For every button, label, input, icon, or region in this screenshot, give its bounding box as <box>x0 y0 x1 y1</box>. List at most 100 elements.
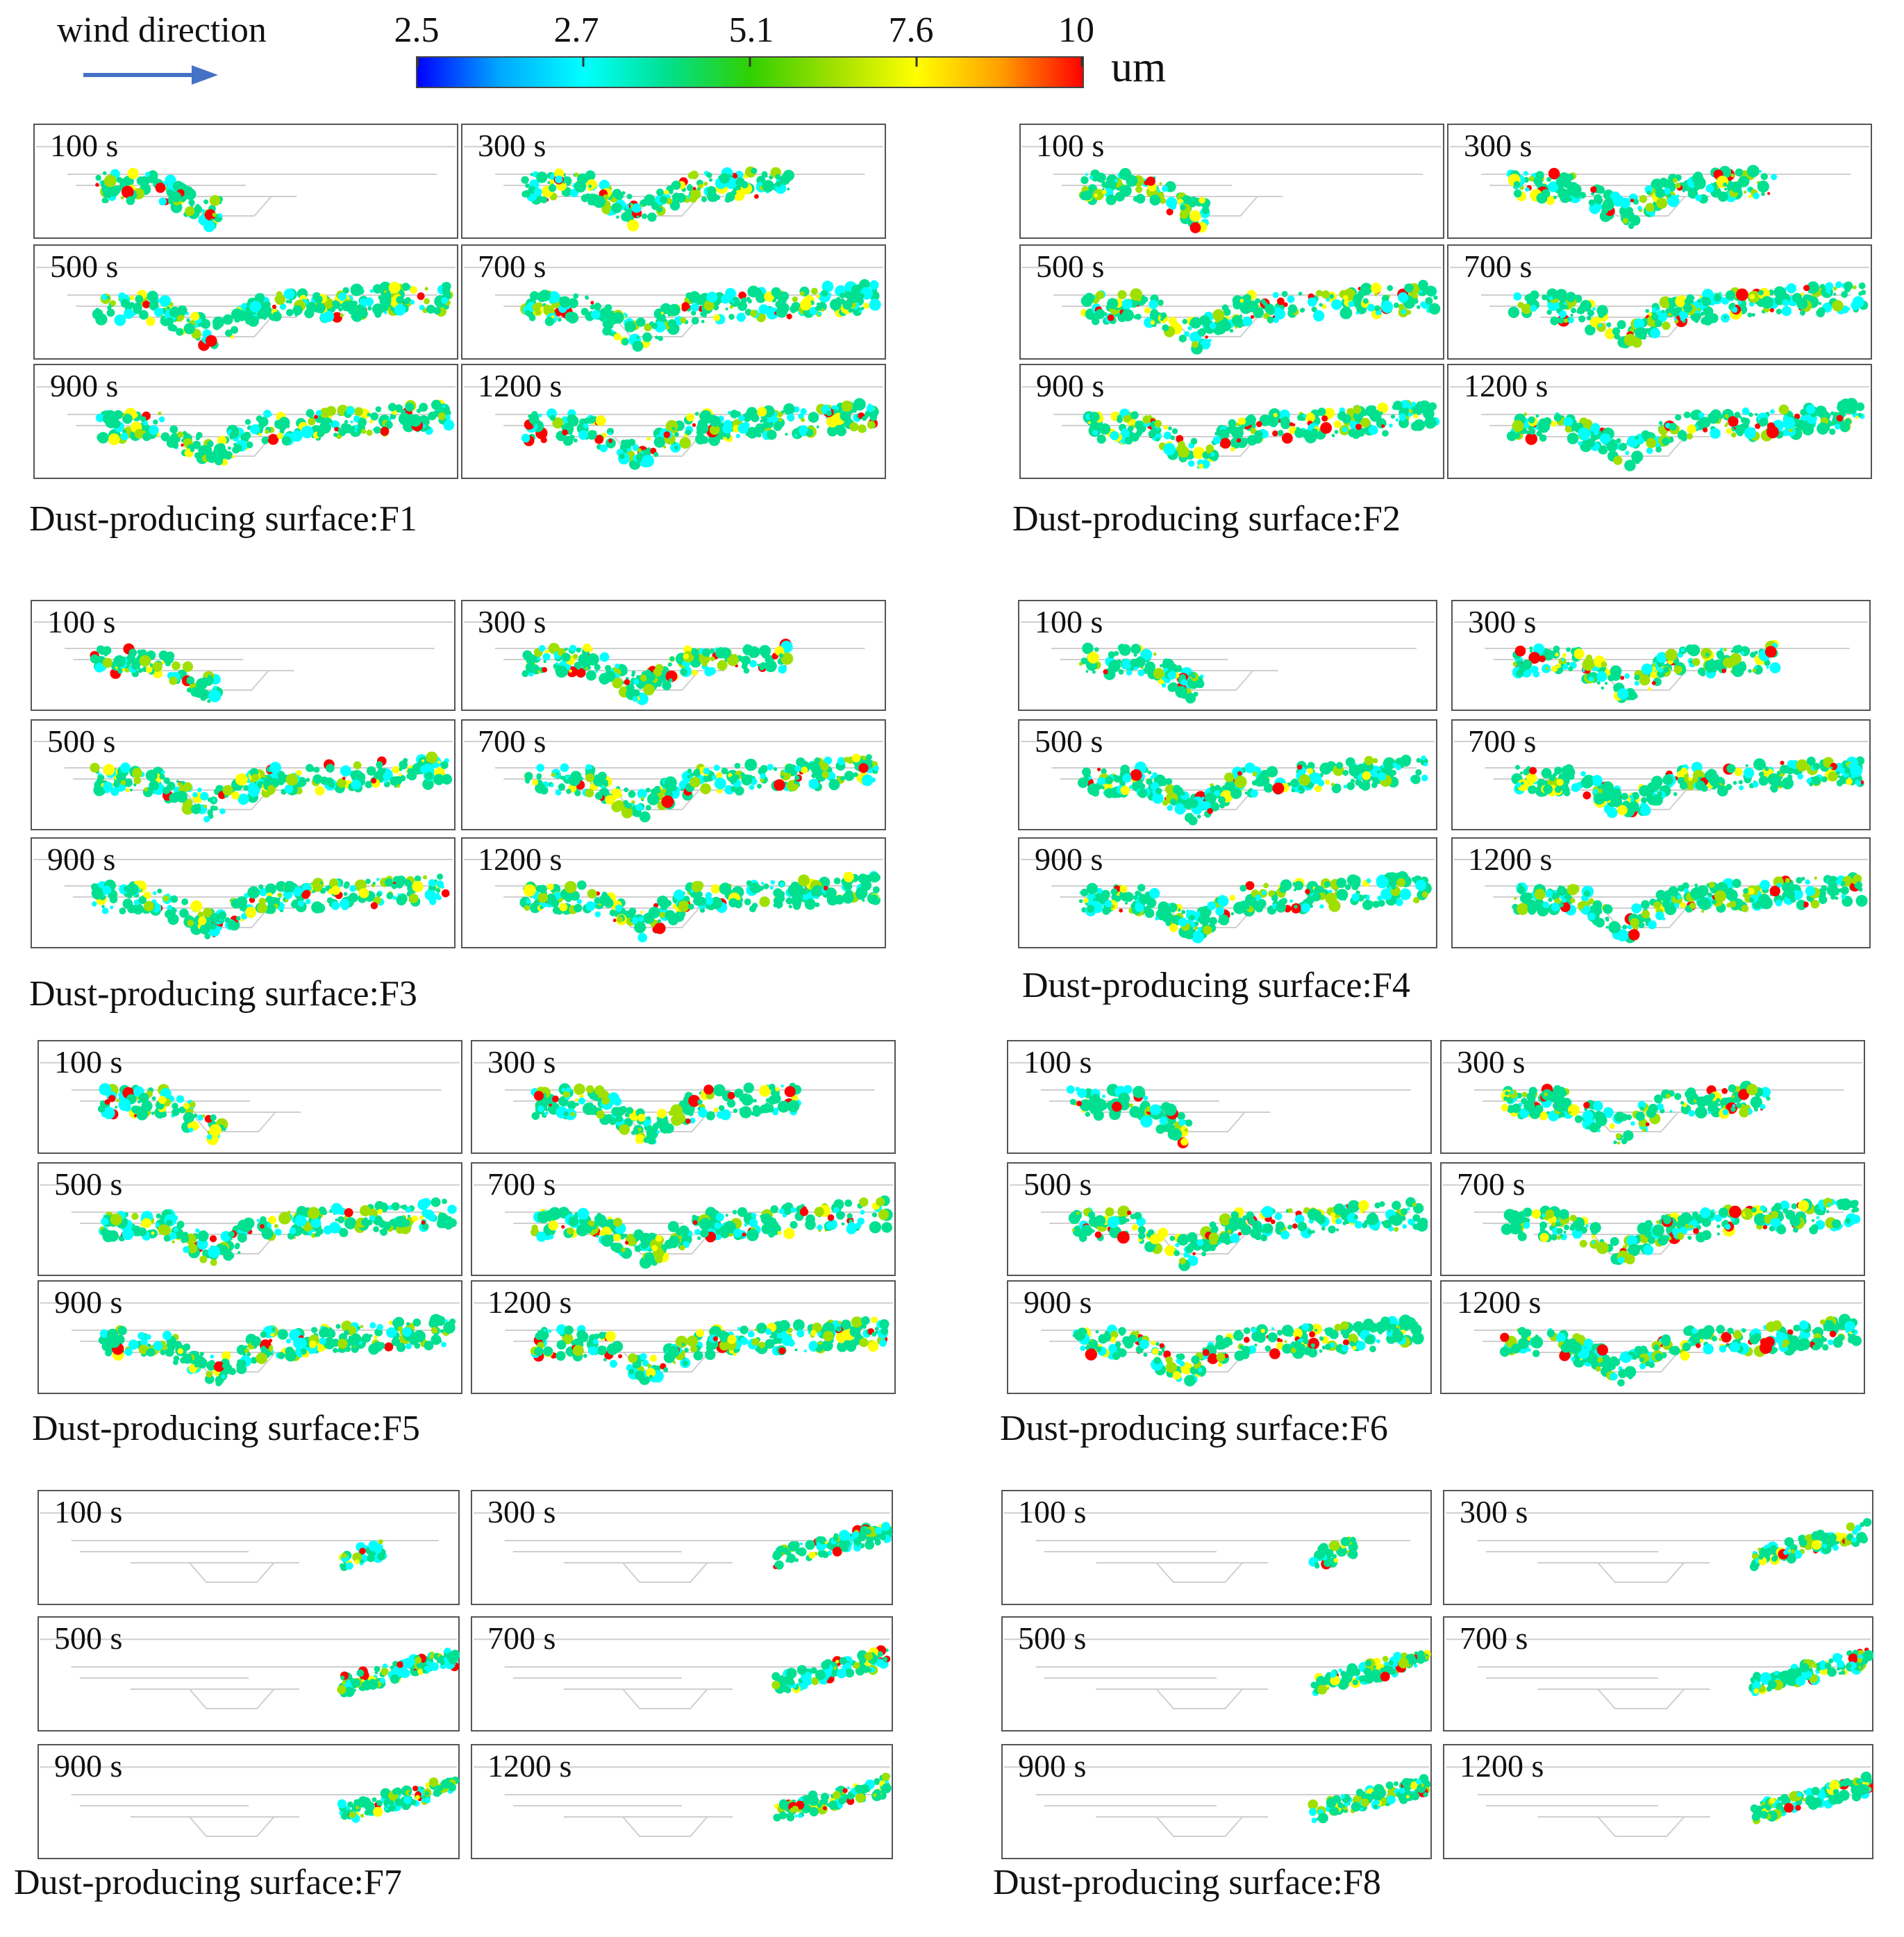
particle <box>1676 194 1680 198</box>
particle <box>667 319 677 328</box>
particle <box>203 199 209 205</box>
particle <box>1819 414 1823 418</box>
particle <box>1562 664 1569 670</box>
particle <box>419 403 428 412</box>
particle <box>736 312 746 322</box>
particle <box>1193 446 1205 459</box>
particle <box>1346 408 1355 416</box>
particle <box>1346 782 1355 790</box>
particle <box>1612 666 1619 673</box>
particle <box>561 424 567 430</box>
particle <box>176 780 180 783</box>
particle <box>1806 756 1816 766</box>
particle <box>1099 423 1111 435</box>
particle <box>1655 188 1665 199</box>
particle <box>334 427 339 432</box>
particle <box>1314 785 1322 792</box>
particle <box>1368 425 1378 435</box>
particle <box>687 903 694 910</box>
time-label: 100 s <box>1036 128 1105 163</box>
particle <box>245 317 253 325</box>
particle <box>1643 317 1648 322</box>
particle <box>643 684 655 696</box>
particle <box>680 911 686 917</box>
particle <box>245 907 257 919</box>
particle <box>1719 647 1723 651</box>
colorbar <box>416 56 1084 88</box>
particle <box>1153 652 1157 656</box>
particle <box>1629 795 1632 798</box>
particle <box>405 402 415 412</box>
particle <box>244 419 251 425</box>
particle <box>441 889 450 898</box>
particle <box>851 753 861 763</box>
particle <box>437 412 446 421</box>
particle <box>1836 779 1844 787</box>
particle <box>1317 408 1326 417</box>
particle <box>568 773 581 787</box>
particle <box>1297 414 1303 421</box>
particle <box>1537 420 1551 433</box>
particle <box>1413 413 1419 419</box>
particle <box>349 885 357 892</box>
particle <box>700 783 711 795</box>
particle <box>181 898 189 905</box>
particle <box>1823 292 1829 297</box>
particle <box>1212 435 1221 444</box>
particle <box>144 787 149 791</box>
particle <box>170 895 178 903</box>
particle <box>599 180 610 191</box>
particle <box>1523 171 1528 176</box>
particle <box>1319 303 1323 307</box>
particle <box>627 219 640 232</box>
particle <box>1761 192 1765 196</box>
particle <box>1588 676 1594 682</box>
particle <box>1553 413 1562 422</box>
particle <box>631 916 639 924</box>
panel-label-f5: Dust-producing surface:F5 <box>32 1409 420 1448</box>
simulation-panel <box>1447 124 1872 239</box>
particle <box>1606 807 1618 819</box>
particle <box>789 890 792 894</box>
particle <box>771 658 774 662</box>
particle <box>1088 776 1092 780</box>
particle <box>272 304 277 310</box>
particle <box>754 194 759 199</box>
particle <box>1564 301 1567 305</box>
particle <box>1571 783 1580 792</box>
particle <box>685 429 692 435</box>
particle <box>1656 197 1668 209</box>
particle <box>162 787 171 794</box>
particle <box>326 405 337 416</box>
particle <box>1740 417 1748 424</box>
particle <box>274 296 278 300</box>
particle <box>823 885 828 891</box>
particle <box>1839 422 1850 433</box>
particle <box>191 804 201 814</box>
particle <box>581 308 589 316</box>
particle <box>101 294 108 301</box>
particle <box>662 903 669 909</box>
particle <box>1655 310 1668 323</box>
particle <box>119 907 126 915</box>
particle <box>645 805 651 811</box>
particle <box>1277 430 1284 437</box>
particle <box>384 311 387 315</box>
particle <box>1360 417 1371 428</box>
particle <box>409 414 421 427</box>
particle <box>1553 195 1558 199</box>
simulation-panel <box>1447 364 1872 479</box>
particle <box>1726 662 1732 669</box>
particle <box>340 765 351 777</box>
particle <box>560 775 565 780</box>
particle <box>417 292 425 301</box>
panel-label-f4: Dust-producing surface:F4 <box>1022 966 1410 1005</box>
particle <box>1425 296 1433 305</box>
particle <box>728 898 738 907</box>
particle <box>242 437 247 441</box>
particle <box>340 898 350 909</box>
particle <box>1152 792 1164 804</box>
particle <box>1598 308 1607 317</box>
particle <box>827 426 838 437</box>
particle <box>154 908 159 913</box>
